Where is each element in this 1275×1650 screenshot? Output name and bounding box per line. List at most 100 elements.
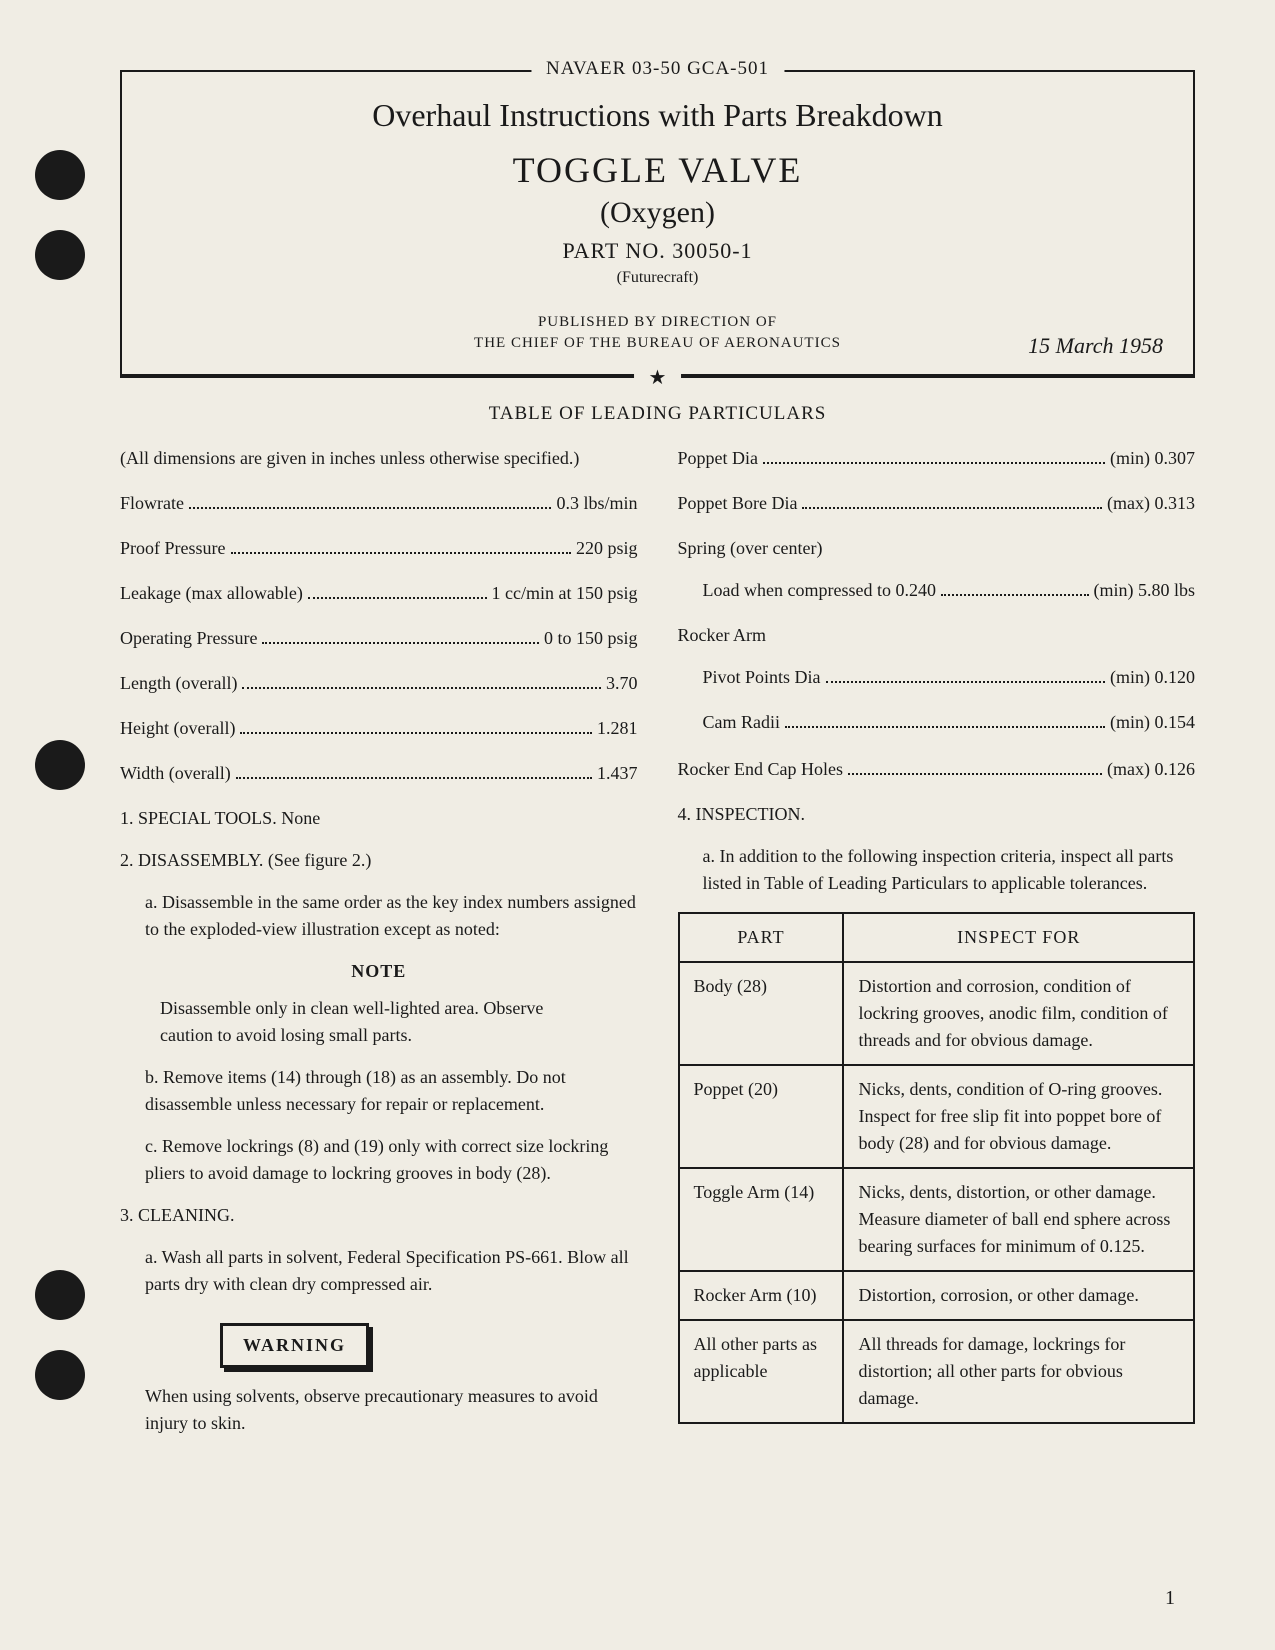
page-number: 1 [1165, 1587, 1175, 1610]
punch-hole [35, 1350, 85, 1400]
spec-label: Leakage (max allowable) [120, 580, 303, 607]
manufacturer: (Futurecraft) [162, 269, 1153, 287]
spec-value: 3.70 [606, 670, 638, 697]
inspection-table: PART INSPECT FOR Body (28) Distortion an… [678, 912, 1196, 1424]
spec-label: Cam Radii [703, 709, 781, 736]
spec-dots [189, 507, 552, 509]
spec-value: (max) 0.126 [1107, 756, 1195, 783]
document-date: 15 March 1958 [1028, 333, 1163, 359]
left-column: (All dimensions are given in inches unle… [120, 445, 638, 1452]
spec-line: Poppet Bore Dia (max) 0.313 [678, 490, 1196, 517]
table-cell: Distortion and corrosion, condition of l… [843, 962, 1194, 1065]
spec-label: Height (overall) [120, 715, 235, 742]
spec-value: 0.3 lbs/min [556, 490, 637, 517]
section-3: 3. CLEANING. [120, 1202, 638, 1229]
spec-line: Leakage (max allowable) 1 cc/min at 150 … [120, 580, 638, 607]
punch-hole [35, 230, 85, 280]
spec-line: Poppet Dia (min) 0.307 [678, 445, 1196, 472]
spec-dots [763, 462, 1105, 464]
spec-value: 1.281 [597, 715, 638, 742]
spec-line: Operating Pressure 0 to 150 psig [120, 625, 638, 652]
spec-dots [240, 732, 592, 734]
spec-dots [848, 773, 1102, 775]
spec-line: Cam Radii (min) 0.154 [703, 709, 1196, 736]
star-icon: ★ [634, 365, 682, 390]
spec-label: Proof Pressure [120, 535, 226, 562]
section-2: 2. DISASSEMBLY. (See figure 2.) [120, 847, 638, 874]
spec-label: Operating Pressure [120, 625, 257, 652]
spec-label: Poppet Bore Dia [678, 490, 798, 517]
note-body: Disassemble only in clean well-lighted a… [160, 995, 598, 1049]
title-box: Overhaul Instructions with Parts Breakdo… [120, 72, 1195, 376]
spec-dots [231, 552, 571, 554]
rocker-header: Rocker Arm [678, 622, 1196, 649]
table-row: Toggle Arm (14) Nicks, dents, distortion… [679, 1168, 1195, 1271]
spec-value: (min) 0.120 [1110, 664, 1195, 691]
spec-line: Flowrate 0.3 lbs/min [120, 490, 638, 517]
spec-value: (min) 0.154 [1110, 709, 1195, 736]
spec-line: Pivot Points Dia (min) 0.120 [703, 664, 1196, 691]
title-main: Overhaul Instructions with Parts Breakdo… [162, 97, 1153, 134]
content-columns: (All dimensions are given in inches unle… [120, 445, 1195, 1452]
star-divider: ★ [120, 376, 1195, 378]
spec-line: Width (overall) 1.437 [120, 760, 638, 787]
table-cell: Nicks, dents, distortion, or other damag… [843, 1168, 1194, 1271]
spec-label: Pivot Points Dia [703, 664, 821, 691]
table-cell: Body (28) [679, 962, 844, 1065]
right-column: Poppet Dia (min) 0.307 Poppet Bore Dia (… [678, 445, 1196, 1452]
table-cell: All other parts as applicable [679, 1320, 844, 1423]
spring-header: Spring (over center) [678, 535, 1196, 562]
table-cell: Distortion, corrosion, or other damage. [843, 1271, 1194, 1320]
punch-hole [35, 740, 85, 790]
table-cell: Toggle Arm (14) [679, 1168, 844, 1271]
title-oxygen: (Oxygen) [162, 196, 1153, 230]
spec-value: (max) 0.313 [1107, 490, 1195, 517]
spec-dots [826, 681, 1105, 683]
table-cell: Rocker Arm (10) [679, 1271, 844, 1320]
spec-label: Length (overall) [120, 670, 237, 697]
spec-dots [236, 777, 592, 779]
para-2a: a. Disassemble in the same order as the … [145, 889, 638, 943]
para-2b: b. Remove items (14) through (18) as an … [145, 1064, 638, 1118]
para-2c: c. Remove lockrings (8) and (19) only wi… [145, 1133, 638, 1187]
spec-label: Rocker End Cap Holes [678, 756, 843, 783]
table-cell: Nicks, dents, condition of O-ring groove… [843, 1065, 1194, 1168]
dimensions-note: (All dimensions are given in inches unle… [120, 445, 638, 472]
part-number: PART NO. 30050-1 [162, 238, 1153, 264]
table-header-part: PART [679, 913, 844, 962]
published-line2: THE CHIEF OF THE BUREAU OF AERONAUTICS [162, 333, 1153, 354]
spec-value: 1 cc/min at 150 psig [492, 580, 638, 607]
spec-label: Load when compressed to 0.240 [703, 577, 936, 604]
published-line1: PUBLISHED BY DIRECTION OF [162, 312, 1153, 333]
table-cell: Poppet (20) [679, 1065, 844, 1168]
section-4: 4. INSPECTION. [678, 801, 1196, 828]
spec-label: Poppet Dia [678, 445, 759, 472]
punch-hole [35, 150, 85, 200]
para-4a: a. In addition to the following inspecti… [703, 843, 1196, 897]
spec-line: Rocker End Cap Holes (max) 0.126 [678, 756, 1196, 783]
spec-line: Proof Pressure 220 psig [120, 535, 638, 562]
para-3a: a. Wash all parts in solvent, Federal Sp… [145, 1244, 638, 1298]
spec-dots [242, 687, 601, 689]
spec-label: Flowrate [120, 490, 184, 517]
table-title: TABLE OF LEADING PARTICULARS [120, 403, 1195, 425]
table-row: Rocker Arm (10) Distortion, corrosion, o… [679, 1271, 1195, 1320]
table-header-inspect: INSPECT FOR [843, 913, 1194, 962]
spec-value: 220 psig [576, 535, 638, 562]
table-row: Body (28) Distortion and corrosion, cond… [679, 962, 1195, 1065]
table-cell: All threads for damage, lockrings for di… [843, 1320, 1194, 1423]
spec-label: Width (overall) [120, 760, 231, 787]
spec-dots [262, 642, 539, 644]
note-header: NOTE [120, 958, 638, 985]
spec-value: 0 to 150 psig [544, 625, 638, 652]
spec-line: Height (overall) 1.281 [120, 715, 638, 742]
spec-line: Load when compressed to 0.240 (min) 5.80… [703, 577, 1196, 604]
spec-value: (min) 0.307 [1110, 445, 1195, 472]
section-1: 1. SPECIAL TOOLS. None [120, 805, 638, 832]
spec-line: Length (overall) 3.70 [120, 670, 638, 697]
warning-box: WARNING [220, 1323, 369, 1368]
published-by: PUBLISHED BY DIRECTION OF THE CHIEF OF T… [162, 312, 1153, 354]
title-valve: TOGGLE VALVE [162, 149, 1153, 191]
punch-hole [35, 1270, 85, 1320]
spec-dots [785, 726, 1105, 728]
